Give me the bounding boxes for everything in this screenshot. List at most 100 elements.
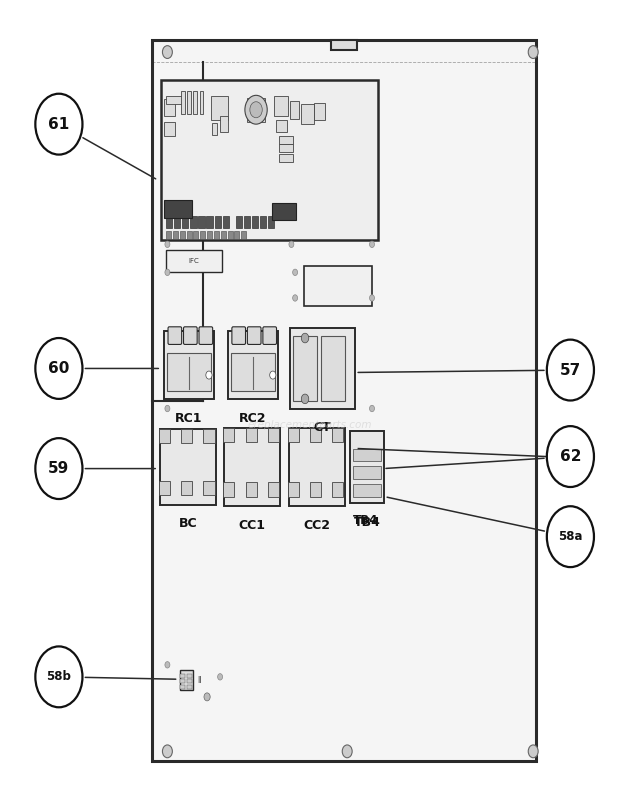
FancyBboxPatch shape bbox=[166, 250, 222, 272]
FancyBboxPatch shape bbox=[236, 216, 242, 228]
Circle shape bbox=[301, 333, 309, 343]
FancyBboxPatch shape bbox=[221, 231, 226, 239]
Circle shape bbox=[35, 94, 82, 155]
FancyBboxPatch shape bbox=[181, 91, 185, 114]
FancyBboxPatch shape bbox=[353, 466, 381, 479]
Circle shape bbox=[528, 46, 538, 58]
FancyBboxPatch shape bbox=[187, 679, 192, 683]
FancyBboxPatch shape bbox=[288, 482, 299, 497]
FancyBboxPatch shape bbox=[181, 429, 192, 443]
Circle shape bbox=[547, 426, 594, 487]
FancyBboxPatch shape bbox=[314, 103, 325, 120]
Circle shape bbox=[206, 371, 212, 379]
FancyBboxPatch shape bbox=[164, 331, 214, 399]
FancyBboxPatch shape bbox=[215, 216, 221, 228]
FancyBboxPatch shape bbox=[231, 353, 275, 391]
FancyBboxPatch shape bbox=[290, 328, 355, 409]
FancyBboxPatch shape bbox=[289, 428, 345, 506]
Circle shape bbox=[370, 295, 374, 301]
FancyBboxPatch shape bbox=[332, 428, 343, 442]
FancyBboxPatch shape bbox=[321, 336, 345, 400]
Circle shape bbox=[370, 241, 374, 248]
Circle shape bbox=[165, 241, 170, 248]
FancyBboxPatch shape bbox=[301, 104, 314, 124]
Text: 59: 59 bbox=[48, 461, 69, 476]
FancyBboxPatch shape bbox=[203, 481, 215, 495]
FancyBboxPatch shape bbox=[232, 327, 246, 344]
FancyBboxPatch shape bbox=[159, 481, 170, 495]
FancyBboxPatch shape bbox=[193, 231, 198, 239]
FancyBboxPatch shape bbox=[244, 216, 250, 228]
FancyBboxPatch shape bbox=[290, 101, 299, 119]
FancyBboxPatch shape bbox=[187, 685, 192, 689]
FancyBboxPatch shape bbox=[181, 481, 192, 495]
FancyBboxPatch shape bbox=[247, 98, 265, 122]
FancyBboxPatch shape bbox=[331, 40, 357, 50]
FancyBboxPatch shape bbox=[220, 116, 228, 132]
Circle shape bbox=[250, 102, 262, 118]
FancyBboxPatch shape bbox=[164, 122, 175, 136]
Text: 61: 61 bbox=[48, 117, 69, 131]
Circle shape bbox=[204, 693, 210, 701]
FancyBboxPatch shape bbox=[187, 91, 191, 114]
Circle shape bbox=[245, 95, 267, 124]
Circle shape bbox=[35, 646, 82, 707]
FancyBboxPatch shape bbox=[246, 428, 257, 442]
Text: CT: CT bbox=[314, 421, 332, 434]
FancyBboxPatch shape bbox=[173, 231, 178, 239]
FancyBboxPatch shape bbox=[180, 679, 185, 683]
FancyBboxPatch shape bbox=[268, 482, 279, 497]
FancyBboxPatch shape bbox=[187, 231, 192, 239]
FancyBboxPatch shape bbox=[180, 674, 185, 678]
FancyBboxPatch shape bbox=[206, 216, 213, 228]
Circle shape bbox=[301, 394, 309, 404]
FancyBboxPatch shape bbox=[310, 482, 321, 497]
FancyBboxPatch shape bbox=[174, 216, 180, 228]
FancyBboxPatch shape bbox=[166, 216, 172, 228]
Text: 58b: 58b bbox=[46, 670, 71, 683]
FancyBboxPatch shape bbox=[159, 429, 170, 443]
Circle shape bbox=[289, 241, 294, 248]
FancyBboxPatch shape bbox=[199, 327, 213, 344]
Circle shape bbox=[165, 662, 170, 668]
FancyBboxPatch shape bbox=[263, 327, 277, 344]
Text: 58a: 58a bbox=[558, 530, 583, 543]
Circle shape bbox=[270, 371, 276, 379]
Circle shape bbox=[293, 269, 298, 276]
FancyBboxPatch shape bbox=[276, 120, 287, 132]
Circle shape bbox=[547, 506, 594, 567]
Circle shape bbox=[293, 295, 298, 301]
FancyBboxPatch shape bbox=[272, 203, 296, 220]
Text: TB4: TB4 bbox=[353, 514, 378, 527]
Circle shape bbox=[35, 438, 82, 499]
Text: 57: 57 bbox=[560, 363, 581, 377]
FancyBboxPatch shape bbox=[152, 40, 536, 761]
FancyBboxPatch shape bbox=[252, 216, 258, 228]
FancyBboxPatch shape bbox=[180, 670, 193, 690]
FancyBboxPatch shape bbox=[279, 136, 293, 144]
FancyBboxPatch shape bbox=[350, 431, 384, 503]
FancyBboxPatch shape bbox=[304, 266, 372, 306]
Text: IFC: IFC bbox=[188, 258, 200, 264]
FancyBboxPatch shape bbox=[182, 216, 188, 228]
FancyBboxPatch shape bbox=[223, 482, 234, 497]
FancyBboxPatch shape bbox=[211, 96, 228, 120]
FancyBboxPatch shape bbox=[198, 216, 205, 228]
FancyBboxPatch shape bbox=[224, 428, 280, 506]
FancyBboxPatch shape bbox=[164, 200, 192, 218]
FancyBboxPatch shape bbox=[167, 353, 211, 391]
FancyBboxPatch shape bbox=[180, 685, 185, 689]
Text: RC1: RC1 bbox=[175, 412, 203, 425]
FancyBboxPatch shape bbox=[212, 123, 217, 135]
FancyBboxPatch shape bbox=[166, 231, 171, 239]
FancyBboxPatch shape bbox=[187, 674, 192, 678]
FancyBboxPatch shape bbox=[241, 231, 246, 239]
FancyBboxPatch shape bbox=[274, 96, 288, 116]
FancyBboxPatch shape bbox=[190, 216, 197, 228]
Text: 60: 60 bbox=[48, 361, 69, 376]
Circle shape bbox=[165, 405, 170, 412]
Text: II: II bbox=[197, 676, 202, 685]
FancyBboxPatch shape bbox=[184, 327, 197, 344]
FancyBboxPatch shape bbox=[268, 216, 274, 228]
Circle shape bbox=[528, 745, 538, 758]
